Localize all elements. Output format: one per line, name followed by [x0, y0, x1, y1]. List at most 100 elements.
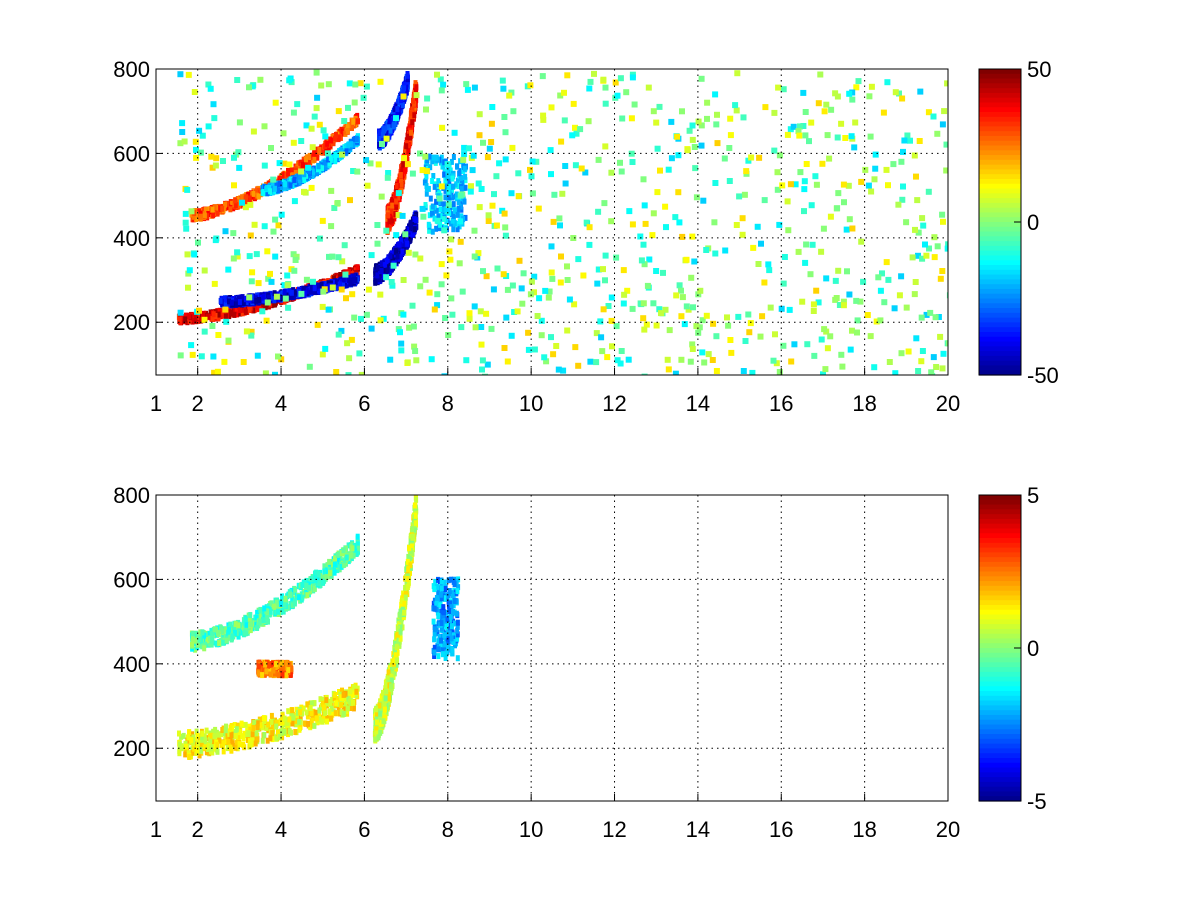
heatmap-cell	[364, 182, 371, 189]
heatmap-cell	[458, 158, 463, 165]
heatmap-cell	[698, 122, 705, 129]
heatmap-cell	[215, 332, 222, 338]
heatmap-cell	[586, 85, 593, 92]
heatmap-cell	[434, 207, 439, 214]
heatmap-cell	[405, 72, 410, 79]
heatmap-cell	[608, 218, 615, 225]
heatmap-cell	[405, 156, 410, 163]
heatmap-cell	[827, 333, 834, 340]
heatmap-cell	[778, 305, 785, 312]
heatmap-cell	[198, 353, 205, 360]
colorbar-step	[979, 269, 1021, 276]
heatmap-cell	[820, 371, 826, 375]
heatmap-cell	[284, 292, 289, 299]
heatmap-cell	[302, 290, 307, 297]
heatmap-cell	[387, 269, 392, 275]
heatmap-cell	[401, 238, 406, 245]
heatmap-cell	[442, 159, 447, 166]
heatmap-cell	[409, 224, 414, 231]
heatmap-cell	[849, 327, 855, 334]
heatmap-cell	[509, 144, 516, 151]
heatmap-cell	[235, 305, 239, 312]
colorbar-step	[979, 207, 1021, 214]
heatmap-cell	[930, 354, 937, 361]
heatmap-cell	[377, 291, 384, 298]
heatmap-cell	[211, 212, 216, 219]
heatmap-cell	[343, 295, 349, 302]
heatmap-cell	[298, 290, 305, 297]
heatmap-cell	[614, 357, 621, 364]
heatmap-cell	[261, 223, 268, 230]
heatmap-cell	[423, 106, 429, 113]
heatmap-cell	[446, 172, 451, 179]
heatmap-cell	[811, 352, 818, 359]
heatmap-cell	[287, 288, 292, 295]
heatmap-cell	[333, 151, 340, 158]
heatmap-cell	[722, 247, 729, 254]
heatmap-cell	[177, 352, 184, 359]
heatmap-cell	[196, 215, 201, 221]
heatmap-cell	[304, 156, 308, 163]
heatmap-cell	[424, 173, 429, 180]
heatmap-cell	[434, 198, 439, 205]
heatmap-cell	[608, 317, 615, 324]
heatmap-cell	[204, 206, 208, 213]
heatmap-cell	[257, 716, 262, 723]
heatmap-cell	[691, 258, 698, 265]
heatmap-cell	[905, 348, 912, 355]
heatmap-cell	[454, 181, 459, 188]
heatmap-cell	[815, 299, 822, 306]
heatmap-cell	[531, 289, 537, 296]
colorbar-step	[979, 183, 1021, 190]
heatmap-cell	[228, 206, 233, 213]
heatmap-cell	[818, 248, 825, 255]
heatmap-cell	[405, 133, 410, 140]
heatmap-cell	[334, 285, 339, 292]
heatmap-cell	[451, 183, 456, 190]
heatmap-cell	[289, 289, 294, 296]
heatmap-cell	[533, 158, 540, 165]
heatmap-cell	[436, 195, 443, 202]
heatmap-cell	[799, 298, 806, 305]
heatmap-cell	[621, 291, 628, 298]
heatmap-cell	[508, 332, 515, 339]
heatmap-cell	[891, 305, 898, 312]
heatmap-cell	[211, 369, 218, 375]
heatmap-cell	[930, 113, 937, 120]
heatmap-cell	[386, 129, 391, 136]
heatmap-cell	[272, 290, 277, 297]
heatmap-cell	[713, 333, 720, 340]
heatmap-cell	[404, 143, 409, 150]
heatmap-cell	[867, 133, 874, 140]
heatmap-cell	[587, 78, 594, 85]
heatmap-cell	[698, 75, 705, 82]
axes-frame	[155, 68, 949, 376]
heatmap-cell	[420, 213, 427, 220]
heatmap-cell	[395, 190, 402, 197]
heatmap-cell	[401, 155, 407, 162]
heatmap-cell	[784, 198, 791, 205]
heatmap-cell	[845, 182, 852, 189]
heatmap-cell	[383, 227, 390, 234]
heatmap-cell	[380, 315, 387, 322]
heatmap-cell	[336, 135, 341, 142]
heatmap-cell	[225, 337, 232, 344]
heatmap-cell	[271, 723, 275, 729]
heatmap-cell	[236, 119, 243, 126]
colorbar-step	[979, 92, 1021, 99]
heatmap-cell	[529, 190, 536, 197]
heatmap-cell	[368, 252, 375, 259]
heatmap-cell	[900, 148, 906, 155]
heatmap-cell	[427, 212, 432, 219]
heatmap-cell	[519, 300, 526, 307]
heatmap-cell	[877, 317, 884, 324]
heatmap-cell	[249, 269, 256, 276]
heatmap-cell	[867, 333, 874, 340]
heatmap-cell	[704, 99, 711, 106]
heatmap-cell	[212, 162, 219, 169]
heatmap-cell	[307, 168, 311, 175]
heatmap-cell	[261, 123, 268, 130]
heatmap-cell	[687, 358, 694, 365]
heatmap-cell	[854, 329, 860, 336]
heatmap-cell	[800, 89, 807, 96]
